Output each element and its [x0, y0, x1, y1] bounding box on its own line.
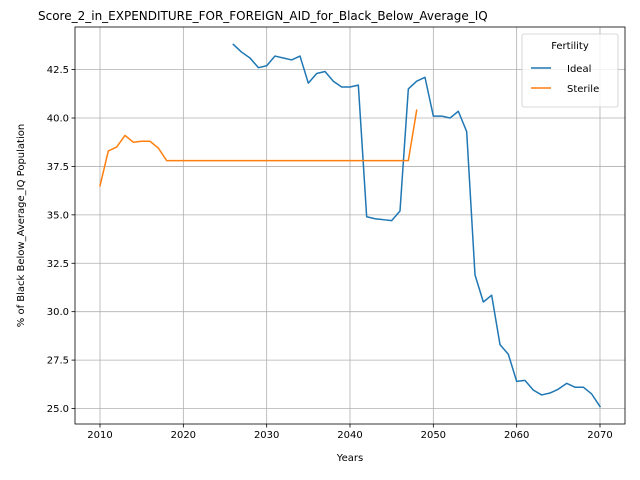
x-tick-label: 2060 — [504, 430, 529, 441]
y-tick-label: 27.5 — [47, 356, 69, 367]
y-tick-label: 40.0 — [47, 114, 69, 125]
y-axis-label: % of Black Below_Average_IQ Population — [16, 124, 27, 327]
legend: Fertility Ideal Sterile — [522, 34, 618, 107]
legend-label-ideal: Ideal — [567, 64, 591, 75]
y-tick-label: 37.5 — [47, 162, 69, 173]
y-tick-label: 42.5 — [47, 65, 69, 76]
x-tick-label: 2010 — [87, 430, 112, 441]
y-tick-label: 32.5 — [47, 259, 69, 270]
x-tick-label: 2050 — [421, 430, 446, 441]
y-tick-label: 35.0 — [47, 210, 69, 221]
y-tick-label: 30.0 — [47, 307, 69, 318]
x-axis-label: Years — [336, 453, 363, 464]
x-tick-label: 2040 — [337, 430, 362, 441]
y-tick-label: 25.0 — [47, 404, 69, 415]
legend-label-sterile: Sterile — [567, 84, 599, 95]
x-tick-label: 2030 — [254, 430, 279, 441]
legend-title: Fertility — [551, 41, 589, 52]
series-line-sterile — [100, 110, 417, 186]
chart-title: Score_2_in_EXPENDITURE_FOR_FOREIGN_AID_f… — [38, 9, 488, 23]
x-tick-label: 2020 — [171, 430, 196, 441]
x-tick-label: 2070 — [587, 430, 612, 441]
